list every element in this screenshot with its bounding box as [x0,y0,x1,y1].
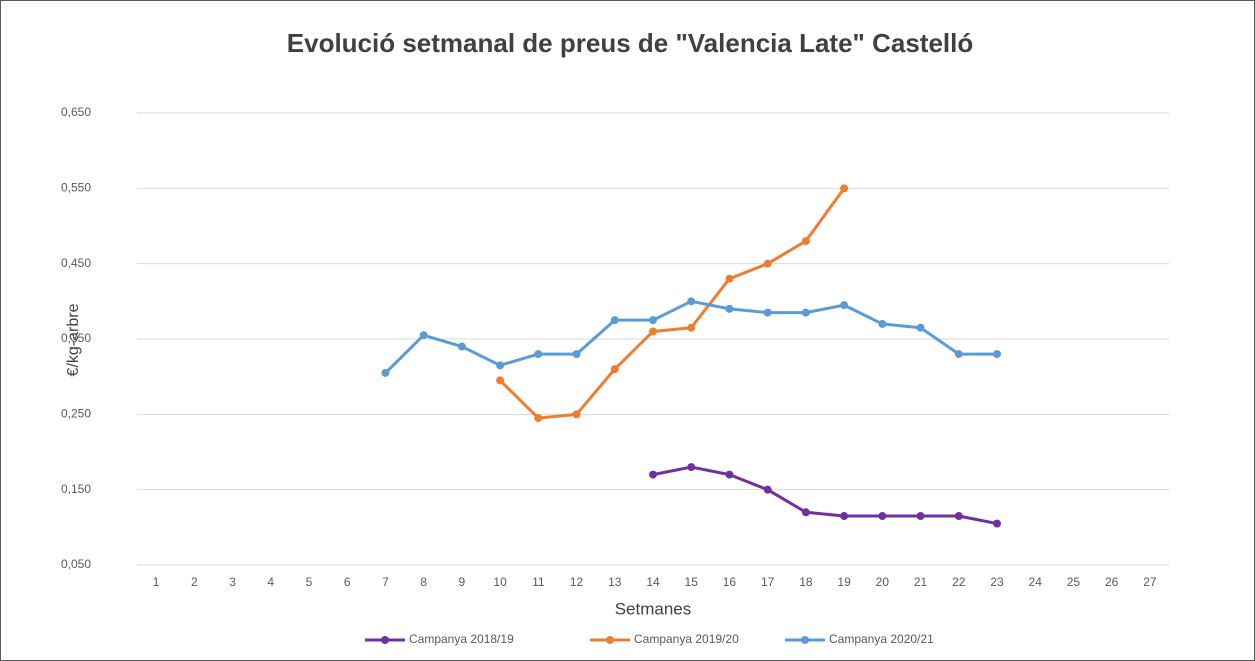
series-marker [954,350,963,359]
x-tick-label: 13 [608,575,622,589]
x-tick-label: 5 [306,575,313,589]
series-marker [725,470,734,479]
legend-label: Campanya 2019/20 [634,632,739,646]
series-marker [801,308,810,317]
series-marker [916,323,925,332]
x-tick-label: 3 [229,575,236,589]
chart-title: Evolució setmanal de preus de "Valencia … [287,28,973,58]
x-tick-label: 20 [876,575,890,589]
legend-label: Campanya 2018/19 [409,632,514,646]
x-tick-label: 21 [914,575,928,589]
x-tick-label: 19 [837,575,851,589]
series-marker [687,463,696,472]
series-marker [840,301,849,310]
series-marker [610,365,619,374]
x-tick-label: 26 [1105,575,1119,589]
x-tick-label: 2 [191,575,198,589]
x-tick-label: 24 [1029,575,1043,589]
series-marker [725,274,734,283]
series-marker [763,259,772,268]
y-tick-label: 0,250 [61,407,91,421]
series-marker [610,316,619,325]
x-tick-label: 10 [493,575,507,589]
series-marker [534,350,543,359]
series-marker [649,316,657,325]
legend-marker [801,636,809,644]
series-marker [419,331,428,340]
legend-marker [606,636,614,644]
series-marker [534,414,543,423]
series-marker [916,512,925,521]
series-marker [954,512,963,521]
x-tick-label: 7 [382,575,389,589]
x-tick-label: 25 [1067,575,1081,589]
x-tick-label: 12 [570,575,584,589]
series-marker [840,184,849,193]
legend-label: Campanya 2020/21 [829,632,934,646]
series-marker [763,308,772,317]
series-marker [572,410,581,419]
y-tick-label: 0,450 [61,256,91,270]
x-tick-label: 14 [646,575,660,589]
y-axis-label: €/kg-arbre [65,303,82,376]
x-tick-label: 23 [990,575,1004,589]
series-marker [725,304,734,313]
series-marker [649,327,657,336]
x-tick-label: 11 [532,575,545,589]
x-tick-label: 1 [153,575,160,589]
series-marker [381,368,390,377]
x-tick-label: 4 [267,575,274,589]
y-tick-label: 0,650 [61,105,91,119]
y-tick-label: 0,050 [61,557,91,571]
x-tick-label: 16 [723,575,737,589]
series-marker [993,350,1001,359]
series-marker [993,519,1001,528]
series-line [499,187,846,420]
x-tick-label: 9 [459,575,466,589]
series-marker [878,319,887,328]
series-marker [572,350,581,359]
series-marker [878,512,887,521]
series-marker [687,323,696,332]
series-marker [801,508,810,517]
series-line [652,465,998,526]
x-tick-label: 6 [344,575,351,589]
series-marker [801,237,810,246]
x-axis-label: Setmanes [615,599,692,618]
series-marker [496,361,505,370]
x-tick-label: 17 [761,575,775,589]
series-marker [457,342,466,351]
series-marker [763,485,772,494]
y-tick-label: 0,350 [61,331,91,345]
y-tick-label: 0,550 [61,181,91,195]
y-tick-label: 0,150 [61,482,91,496]
x-tick-label: 22 [952,575,966,589]
x-tick-label: 18 [799,575,813,589]
series-marker [840,512,849,521]
x-tick-label: 8 [420,575,427,589]
x-tick-label: 27 [1143,575,1157,589]
series-marker [687,297,696,306]
legend-marker [381,636,389,644]
x-tick-label: 15 [685,575,699,589]
series-marker [649,470,657,479]
series-marker [496,376,505,385]
